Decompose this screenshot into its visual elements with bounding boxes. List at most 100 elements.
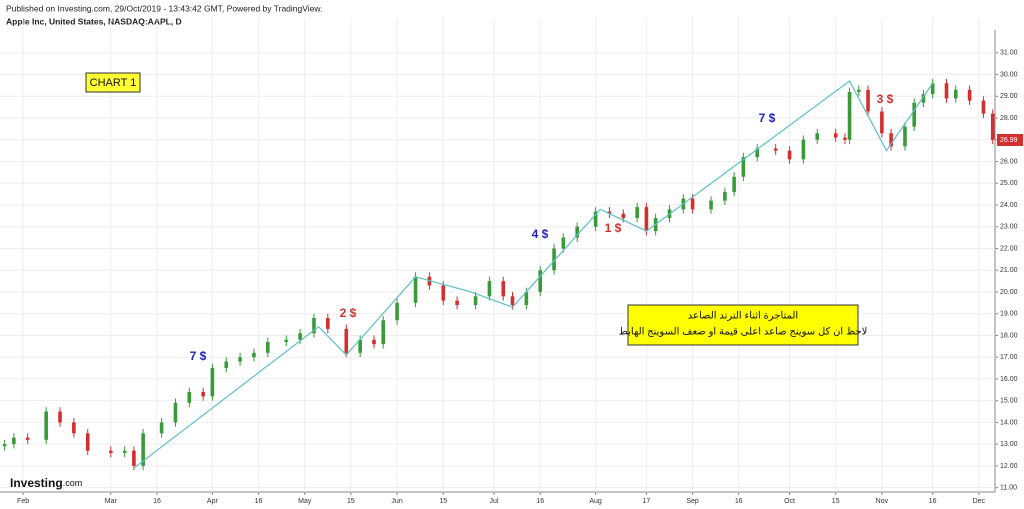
candle-body xyxy=(607,211,612,214)
x-tick-label: May xyxy=(298,498,312,505)
logo: Investing.com xyxy=(10,476,82,490)
logo-name: Investing xyxy=(10,476,63,490)
y-tick-label: 11.00 xyxy=(1000,484,1017,491)
y-tick-label: 12.00 xyxy=(1000,463,1018,470)
candle-body xyxy=(787,150,792,160)
y-tick-label: 23.00 xyxy=(1000,224,1018,231)
x-tick-label: 15 xyxy=(439,498,447,505)
candle-body xyxy=(953,89,958,99)
y-tick-label: 13.00 xyxy=(1000,441,1018,448)
annotation: 7 $ xyxy=(759,111,776,125)
candle-body xyxy=(843,137,847,140)
candle-body xyxy=(72,422,76,434)
trend-line xyxy=(133,80,934,469)
candle-body xyxy=(173,402,178,423)
candle-body xyxy=(210,368,215,397)
candle-body xyxy=(25,437,30,440)
candle-body xyxy=(238,357,242,362)
x-tick-label: Feb xyxy=(17,498,29,505)
candle-body xyxy=(85,433,90,451)
candle-body xyxy=(2,444,7,447)
candle-body xyxy=(372,339,376,345)
annotation: 4 $ xyxy=(532,227,549,241)
candle-body xyxy=(224,361,229,369)
x-tick-label: Mar xyxy=(105,498,118,505)
annotation: 3 $ xyxy=(877,92,894,106)
y-tick-label: 19.00 xyxy=(1000,311,1018,318)
logo-suffix: .com xyxy=(63,478,83,488)
candle-body xyxy=(732,176,736,192)
y-tick-label: 21.00 xyxy=(1000,267,1018,274)
candle-body xyxy=(510,296,515,306)
candle-body xyxy=(644,207,649,232)
candle-body xyxy=(990,113,995,140)
x-tick-label: 16 xyxy=(536,498,544,505)
candle-body xyxy=(122,450,127,453)
x-tick-label: Oct xyxy=(784,498,795,505)
candle-body xyxy=(187,391,192,403)
candle-body xyxy=(312,318,316,334)
x-tick-label: 16 xyxy=(929,498,937,505)
candle-body xyxy=(709,200,713,210)
candle-body xyxy=(358,339,362,353)
candle-body xyxy=(575,226,579,238)
x-tick-label: 16 xyxy=(255,498,263,505)
candle-body xyxy=(265,341,270,353)
y-tick-label: 30.00 xyxy=(1000,71,1018,78)
symbol-title: Apple Inc, United States, NASDAQ:AAPL, D xyxy=(6,16,182,26)
candle-body xyxy=(981,100,986,114)
y-tick-label: 28.00 xyxy=(1000,115,1018,122)
candle-body xyxy=(326,318,330,329)
candle-body xyxy=(690,198,695,210)
candle-body xyxy=(635,207,639,219)
candle-body xyxy=(252,352,256,358)
x-tick-label: Dec xyxy=(973,498,986,505)
y-tick-label: 31.00 xyxy=(1000,50,1018,57)
candle-body xyxy=(395,302,399,321)
candle-body xyxy=(903,126,907,147)
note-box xyxy=(627,304,859,346)
x-tick-label: Jun xyxy=(391,498,402,505)
candle-body xyxy=(441,285,446,301)
y-tick-label: 17.00 xyxy=(1000,354,1018,361)
x-tick-label: 16 xyxy=(735,498,743,505)
candle-body xyxy=(930,83,935,95)
candle-body xyxy=(284,339,289,342)
y-tick-label: 24.00 xyxy=(1000,202,1018,209)
annotation: 2 $ xyxy=(340,306,357,320)
last-price-label: 26.99 xyxy=(1000,137,1018,144)
candle-body xyxy=(524,291,529,306)
candle-body xyxy=(889,133,893,147)
candle-body xyxy=(755,148,760,158)
y-tick-label: 16.00 xyxy=(1000,376,1018,383)
note-line: المتاجرة اثناء الترند الصاعد xyxy=(688,311,798,322)
candle-body xyxy=(561,237,566,249)
candle-body xyxy=(921,94,926,103)
candle-body xyxy=(344,328,349,353)
candle-body xyxy=(58,411,62,423)
y-tick-label: 26.00 xyxy=(1000,158,1018,165)
candle-body xyxy=(880,111,884,134)
candle-body xyxy=(501,281,506,297)
x-tick-label: 15 xyxy=(347,498,355,505)
candle-body xyxy=(132,450,136,466)
candle-body xyxy=(621,213,626,219)
candle-body xyxy=(866,89,870,112)
candle-body xyxy=(44,411,48,440)
candle-body xyxy=(413,276,418,303)
published-note: Published on Investing.com, 29/Oct/2019 … xyxy=(6,3,322,13)
candle-body xyxy=(815,133,820,140)
x-tick-label: 16 xyxy=(153,498,161,505)
candle-body xyxy=(201,391,205,397)
candle-body xyxy=(455,300,459,306)
candle-body xyxy=(298,333,302,340)
candle-body xyxy=(109,450,113,453)
candle-body xyxy=(912,102,916,127)
last-price-box xyxy=(997,133,1023,146)
candle-body xyxy=(12,437,16,445)
candle-body xyxy=(593,211,598,227)
candle-body xyxy=(141,433,145,466)
candle-body xyxy=(856,89,861,92)
candle-body xyxy=(833,133,838,138)
